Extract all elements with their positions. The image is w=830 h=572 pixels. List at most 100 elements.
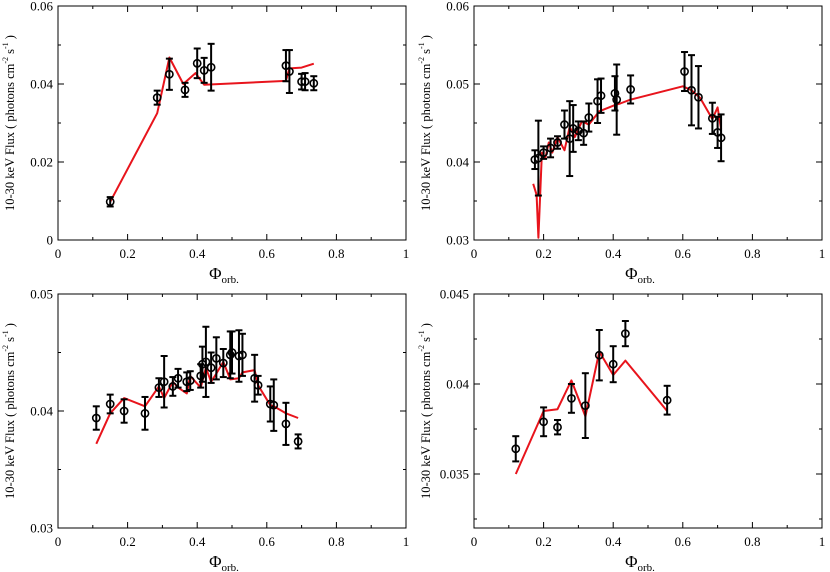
y-axis-label-sup: -2 [417,345,426,352]
y-axis-label: 10-30 keV Flux ( photons cm-2 s-1 ) [417,323,433,499]
data-point [199,56,209,84]
data-point [192,47,202,80]
y-axis-label: 10-30 keV Flux ( photons cm-2 s-1 ) [1,35,17,211]
y-axis-label-text: ) [419,323,433,330]
data-point [201,325,211,398]
data-point [626,74,635,105]
x-axis-label-subscript: orb. [222,562,240,572]
x-tick-label: 0.4 [605,246,622,261]
data-point [713,115,722,149]
data-marker [218,358,228,368]
y-tick-label: 0.03 [30,521,53,536]
y-axis-label-sup: -1 [417,330,426,337]
x-tick-label: 0.8 [328,534,344,549]
data-point [105,196,115,208]
y-axis-label-text: 10-30 keV Flux ( photons cm [419,351,433,499]
data-marker [300,77,310,87]
data-point [164,57,174,91]
y-axis-label-text: 10-30 keV Flux ( photons cm [419,63,433,211]
data-point [546,137,555,159]
x-tick-label: 0.4 [189,534,206,549]
y-axis-label-text: s [3,49,17,57]
x-tick-label: 0.2 [119,246,135,261]
data-marker [608,359,618,369]
data-marker [293,437,303,446]
data-marker [105,399,115,409]
y-axis-label-sup: -2 [417,57,426,64]
data-marker [199,65,209,75]
y-axis-label-sup: -1 [417,42,426,49]
data-marker [152,93,162,103]
data-point [173,367,183,389]
plot-frame [473,5,823,241]
data-marker [211,353,221,363]
data-point [580,372,590,439]
chart-panel-top-left: 0 0.2 0.4 0.6 0.8 1 0 0.02 0.04 0.06 Φorb. 10-30 ke… [1,0,409,286]
x-axis-label-subscript: orb. [222,274,240,286]
y-tick-label: 0.035 [440,467,469,482]
data-point [91,405,101,431]
data-point [707,101,717,135]
x-axis-label-symbol: Φ [625,264,637,283]
data-marker [662,395,672,405]
y-axis-label-text: s [419,337,433,345]
x-tick-label: 0.6 [259,246,276,261]
x-tick-label: 1 [819,246,826,261]
y-axis-label-text: ) [3,323,17,330]
data-marker [596,91,606,101]
data-point [206,42,216,92]
data-marker [584,113,594,122]
data-point [553,419,562,436]
data-point [612,63,622,136]
x-axis-label: Φorb. [625,552,655,572]
data-marker [173,373,183,383]
x-tick-label: 0 [55,246,62,261]
data-point [180,81,190,98]
data-point [159,355,169,409]
y-tick-label: 0.06 [30,0,53,14]
data-marker [180,85,190,95]
data-point [511,435,521,463]
x-axis-label: Φorb. [209,264,239,286]
plot-frame [473,293,823,529]
data-marker [680,67,689,76]
data-point [154,377,164,398]
y-axis-label-sup: -1 [1,42,10,49]
y-tick-label: 0.045 [440,287,469,302]
x-tick-label: 0.2 [119,534,135,549]
data-point [253,374,263,396]
data-point [300,72,310,92]
data-marker [574,126,583,136]
y-axis-label-text: s [419,49,433,57]
data-point [152,89,162,106]
data-point [539,406,548,438]
x-tick-label: 0.6 [259,534,276,549]
x-tick-label: 0.8 [744,246,760,261]
data-point [662,384,672,416]
x-tick-label: 0.8 [744,534,760,549]
data-point [269,378,279,432]
y-tick-label: 0.03 [446,233,469,248]
y-axis-label-text: ) [419,35,433,42]
x-axis-label-symbol: Φ [209,552,221,571]
data-marker [91,413,101,423]
data-marker [164,69,174,79]
x-axis-label: Φorb. [209,552,239,572]
y-axis-label-text: ) [3,35,17,42]
data-point [140,395,150,431]
data-point [227,330,237,375]
x-tick-label: 1 [819,534,826,549]
x-axis-label-subscript: orb. [638,562,656,572]
x-tick-label: 0.8 [328,246,344,261]
model-line [514,350,668,475]
data-marker [269,400,279,410]
data-point [594,329,604,382]
x-tick-label: 0.2 [535,534,551,549]
chart-panel-top-right: 0 0.2 0.4 0.6 0.8 1 0.03 0.04 0.05 0.06 Φorb. 10-30… [417,0,825,286]
data-marker [553,138,562,147]
data-marker [201,357,211,367]
data-marker [539,148,548,158]
x-tick-label: 0.6 [675,246,692,261]
data-point [105,393,115,415]
